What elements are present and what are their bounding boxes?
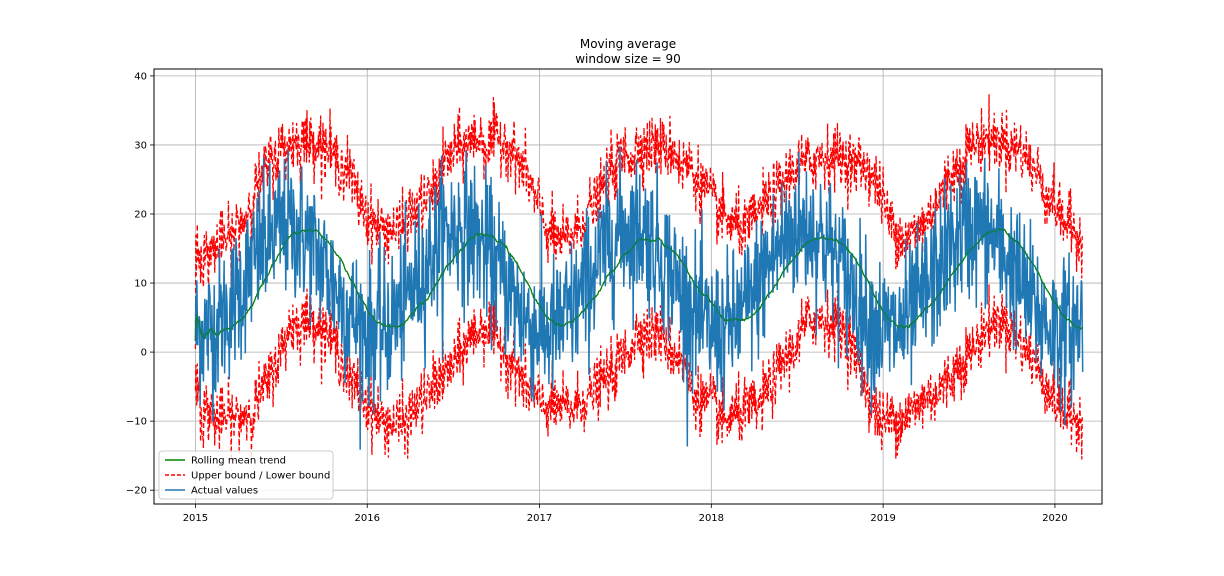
legend-label-2: Upper bound / Lower bound xyxy=(191,471,330,482)
tick-label-x: 2019 xyxy=(870,513,895,524)
legend-label-3: Actual values xyxy=(191,486,258,497)
tick-label-x: 2015 xyxy=(183,513,208,524)
tick-label-x: 2020 xyxy=(1042,513,1067,524)
series-rolling-mean-trend-overlay xyxy=(194,227,1084,341)
chart-title-line-1: Moving average xyxy=(580,37,676,51)
tick-label-x: 2018 xyxy=(699,513,724,524)
tick-label-x: 2017 xyxy=(527,513,552,524)
legend-label-1: Rolling mean trend xyxy=(191,456,286,467)
series-group xyxy=(194,94,1084,462)
legend-box xyxy=(158,450,334,500)
tick-label-y: 20 xyxy=(134,210,147,221)
tick-label-y: 30 xyxy=(134,140,147,151)
tick-label-y: −20 xyxy=(126,486,147,497)
tick-label-y: 10 xyxy=(134,279,147,290)
tick-label-y: 40 xyxy=(134,71,147,82)
axis-ticks: −20 −10 0 10 20 30 40 2015 2016 2017 2018 2019 2020 xyxy=(126,71,1068,524)
tick-label-y: −10 xyxy=(126,417,147,428)
series-actual-values xyxy=(194,146,1084,450)
legend: Rolling mean trend Upper bound / Lower bo… xyxy=(158,450,334,500)
plot-frame xyxy=(153,68,1103,505)
series-lower-bound xyxy=(194,284,1084,462)
tick-label-y: 0 xyxy=(141,348,147,359)
grid xyxy=(154,69,1102,504)
tick-label-x: 2016 xyxy=(355,513,380,524)
chart-title-line-2: window size = 90 xyxy=(575,52,681,66)
